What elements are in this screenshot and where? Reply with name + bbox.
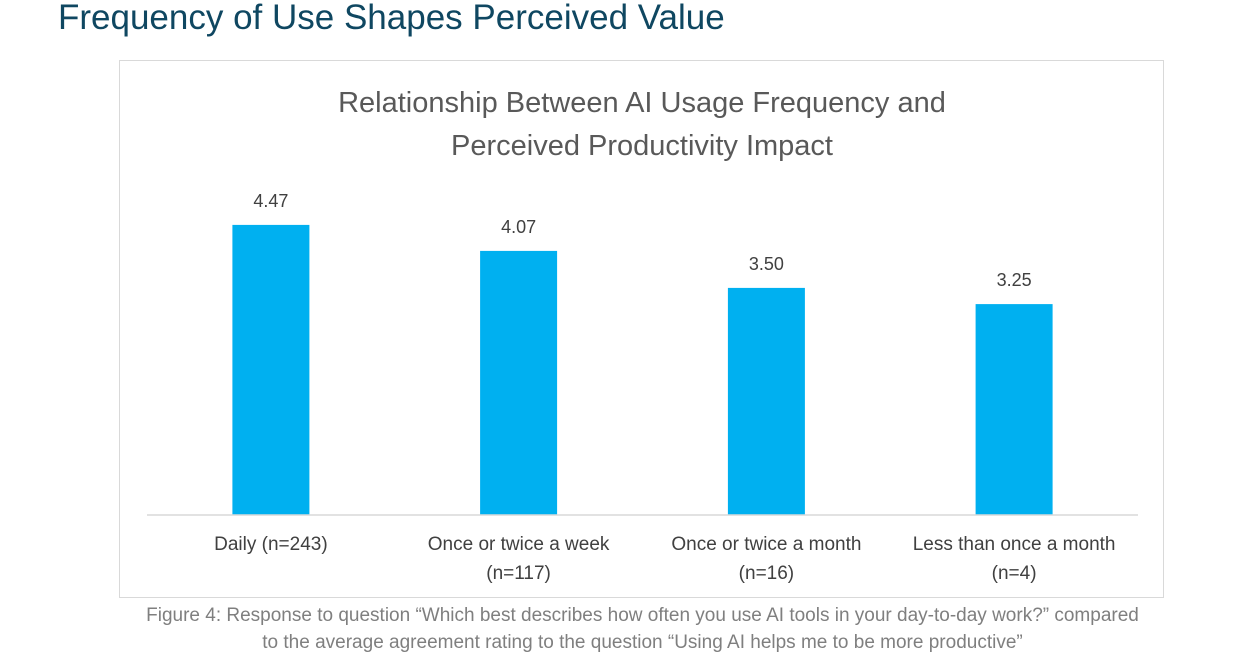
category-labels-group: Daily (n=243) Once or twice a week (n=117)… (214, 534, 1115, 584)
bar-1 (232, 224, 310, 515)
caption-line-2: to the average agreement rating to the q… (262, 632, 1023, 653)
bar-4 (975, 304, 1053, 515)
data-label-4: 3.25 (997, 270, 1032, 290)
caption-line-1: Figure 4: Response to question “Which be… (146, 605, 1139, 626)
bar-2 (480, 250, 558, 515)
data-label-3: 3.50 (749, 254, 784, 274)
data-label-1: 4.47 (253, 191, 288, 211)
category-label-4-line-2: (n=4) (992, 563, 1037, 584)
category-label-2-line-2: (n=117) (486, 563, 551, 584)
category-label-2-line-1: Once or twice a week (428, 534, 610, 555)
bar-chart: Relationship Between AI Usage Frequency … (147, 87, 1138, 584)
chart-title-line-1: Relationship Between AI Usage Frequency … (338, 87, 946, 119)
data-labels-group: 4.47 4.07 3.50 3.25 (253, 191, 1031, 290)
chart-title-line-2: Perceived Productivity Impact (451, 130, 833, 162)
category-label-4-line-1: Less than once a month (913, 534, 1116, 555)
bars-group (232, 224, 1053, 515)
category-label-3-line-2: (n=16) (739, 563, 794, 584)
category-label-3-line-1: Once or twice a month (671, 534, 861, 555)
data-label-2: 4.07 (501, 217, 536, 237)
chart-area: Relationship Between AI Usage Frequency … (119, 60, 1164, 598)
figure-caption: Figure 4: Response to question “Which be… (60, 602, 1225, 656)
category-label-1-line-1: Daily (n=243) (214, 534, 328, 555)
page-heading: Frequency of Use Shapes Perceived Value (58, 0, 725, 37)
bar-3 (727, 287, 805, 515)
